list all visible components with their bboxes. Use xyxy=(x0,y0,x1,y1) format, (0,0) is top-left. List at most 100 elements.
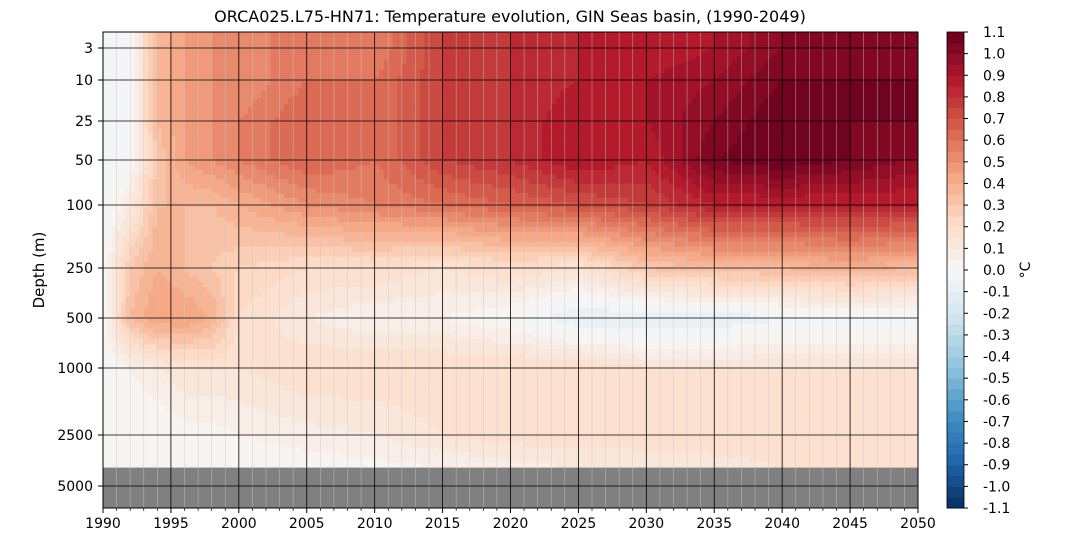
field-cell xyxy=(297,364,303,371)
field-cell xyxy=(229,266,235,273)
field-cell xyxy=(293,364,299,371)
field-cell xyxy=(270,140,276,145)
field-cell xyxy=(148,36,154,40)
field-cell xyxy=(125,197,131,203)
field-cell xyxy=(297,452,303,458)
field-cell xyxy=(198,390,204,397)
field-cell xyxy=(148,401,154,408)
field-cell xyxy=(229,333,235,340)
field-cell xyxy=(256,165,263,171)
field-cell xyxy=(175,188,181,194)
field-cell xyxy=(243,302,249,309)
field-cell xyxy=(130,447,136,453)
field-cell xyxy=(152,411,158,418)
field-cell xyxy=(148,148,154,153)
field-cell xyxy=(125,73,131,76)
field-cell xyxy=(270,380,276,387)
field-cell xyxy=(279,432,285,439)
field-cell xyxy=(134,69,140,73)
field-cell xyxy=(184,385,190,392)
field-cell xyxy=(134,160,140,166)
field-cell xyxy=(270,188,276,194)
field-cell xyxy=(134,97,140,102)
field-cell xyxy=(148,246,154,253)
field-cell xyxy=(225,261,231,267)
field-cell xyxy=(139,73,145,76)
field-cell xyxy=(266,174,272,180)
field-cell xyxy=(270,174,276,180)
field-cell xyxy=(157,179,163,185)
field-cell xyxy=(306,136,312,141)
field-cell xyxy=(134,94,140,99)
field-cell xyxy=(279,165,285,171)
field-cell xyxy=(139,117,145,121)
field-cell xyxy=(143,432,149,439)
field-cell xyxy=(297,207,303,213)
field-cell xyxy=(157,132,163,137)
field-cell xyxy=(152,38,158,41)
field-cell xyxy=(152,380,158,387)
field-cell xyxy=(279,427,285,434)
field-cell xyxy=(157,48,163,52)
field-cell xyxy=(148,73,154,76)
field-cell xyxy=(139,406,145,413)
field-cell xyxy=(107,179,113,185)
field-cell xyxy=(225,292,231,298)
field-cell xyxy=(157,422,163,429)
field-cell xyxy=(125,174,131,180)
field-cell xyxy=(134,54,140,57)
field-cell xyxy=(107,48,113,52)
field-cell xyxy=(293,452,299,458)
field-cell xyxy=(175,124,181,129)
field-cell xyxy=(112,266,118,273)
field-cell xyxy=(170,380,177,387)
field-cell xyxy=(170,343,177,350)
field-cell xyxy=(225,349,231,355)
field-cell xyxy=(252,271,258,278)
field-cell xyxy=(143,50,149,54)
field-cell xyxy=(152,32,158,35)
field-cell xyxy=(243,406,249,413)
field-cell xyxy=(103,427,109,434)
field-cell xyxy=(216,246,222,253)
field-cell xyxy=(161,188,167,194)
field-cell xyxy=(252,354,258,360)
field-cell xyxy=(225,174,231,180)
field-cell xyxy=(211,354,217,360)
field-cell xyxy=(216,251,222,258)
field-cell xyxy=(157,406,163,413)
field-cell xyxy=(184,452,190,458)
field-cell xyxy=(216,328,222,335)
field-cell xyxy=(148,226,154,233)
field-cell xyxy=(284,128,290,133)
field-cell xyxy=(243,442,249,449)
field-cell xyxy=(252,169,258,176)
field-cell xyxy=(121,97,127,102)
field-cell xyxy=(116,183,122,190)
field-cell xyxy=(125,60,131,63)
field-cell xyxy=(252,369,258,376)
field-cell xyxy=(216,374,222,381)
field-cell xyxy=(125,136,131,141)
field-cell xyxy=(139,132,145,137)
field-cell xyxy=(256,292,263,298)
field-cell xyxy=(198,307,204,314)
field-cell xyxy=(161,292,167,298)
field-cell xyxy=(161,385,167,392)
field-cell xyxy=(134,432,140,439)
field-cell xyxy=(148,104,154,109)
field-cell xyxy=(130,132,136,137)
field-cell xyxy=(134,67,140,71)
field-cell xyxy=(121,281,127,288)
field-cell xyxy=(284,447,290,453)
field-cell xyxy=(184,333,190,340)
field-cell xyxy=(256,427,263,434)
field-cell xyxy=(270,401,276,408)
field-cell xyxy=(293,132,299,137)
field-cell xyxy=(170,317,177,324)
field-cell xyxy=(116,38,122,41)
field-cell xyxy=(112,88,118,92)
field-cell xyxy=(306,128,312,133)
field-cell xyxy=(103,207,109,213)
field-cell xyxy=(211,197,217,203)
